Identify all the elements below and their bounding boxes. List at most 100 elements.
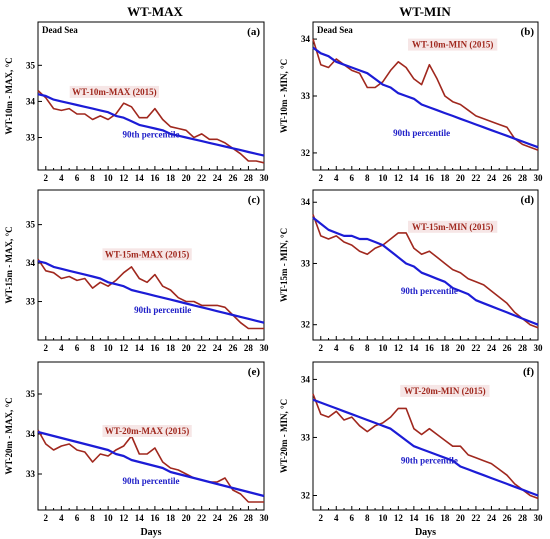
series-label-observed: WT-20m-MAX (2015) xyxy=(105,426,189,436)
x-tick-label: 24 xyxy=(213,513,223,523)
series-line-observed xyxy=(312,38,539,151)
series-line-percentile xyxy=(37,430,265,498)
x-tick-label: 10 xyxy=(104,343,114,353)
x-tick-label: 30 xyxy=(260,513,270,523)
x-tick-label: 24 xyxy=(487,513,497,523)
x-tick-label: 22 xyxy=(471,173,481,183)
x-tick-label: 22 xyxy=(471,513,481,523)
x-tick-label: 6 xyxy=(350,513,355,523)
series-label-bg xyxy=(102,425,192,437)
x-tick-label: 18 xyxy=(166,513,176,523)
panel-letter: (d) xyxy=(521,194,535,206)
x-tick-label: 12 xyxy=(119,343,129,353)
x-tick-label: 26 xyxy=(228,173,238,183)
plot-frame xyxy=(37,21,265,171)
x-tick-label: 2 xyxy=(319,343,324,353)
x-tick-label: 14 xyxy=(135,173,145,183)
x-tick-label: 28 xyxy=(518,343,528,353)
x-tick-label: 28 xyxy=(244,173,254,183)
y-tick-label: 35 xyxy=(26,220,36,230)
x-tick-label: 22 xyxy=(197,513,207,523)
x-tick-label: 10 xyxy=(104,173,114,183)
y-axis-label: WT-15m - MAX, °C xyxy=(4,226,14,303)
x-tick-label: 20 xyxy=(182,513,192,523)
x-tick-label: 4 xyxy=(59,513,64,523)
y-axis-label: WT-20m - MIN, °C xyxy=(279,399,289,473)
x-tick-label: 2 xyxy=(44,513,49,523)
x-tick-label: 2 xyxy=(319,173,324,183)
x-tick-label: 24 xyxy=(487,343,497,353)
series-line-observed xyxy=(37,90,265,164)
x-tick-label: 4 xyxy=(334,343,339,353)
x-tick-label: 14 xyxy=(409,513,419,523)
x-tick-label: 24 xyxy=(487,173,497,183)
x-tick-label: 24 xyxy=(213,173,223,183)
x-tick-label: 6 xyxy=(75,513,80,523)
x-tick-label: 14 xyxy=(135,343,145,353)
x-tick-label: 8 xyxy=(90,343,95,353)
series-label-bg xyxy=(400,384,490,397)
x-tick-label: 26 xyxy=(502,513,512,523)
y-tick-label: 34 xyxy=(301,197,311,207)
x-tick-label: 18 xyxy=(166,173,176,183)
series-label-bg xyxy=(408,220,498,233)
series-label-observed: WT-15m-MAX (2015) xyxy=(105,249,189,259)
x-tick-label: 16 xyxy=(150,173,160,183)
y-tick-label: 32 xyxy=(301,148,311,158)
x-tick-label: 8 xyxy=(90,513,95,523)
series-label-observed: WT-15m-MIN (2015) xyxy=(412,222,493,232)
series-label-bg xyxy=(408,38,498,51)
series-line-observed xyxy=(312,214,539,329)
site-label: Dead Sea xyxy=(317,25,353,35)
series-label-observed: WT-20m-MIN (2015) xyxy=(404,386,485,396)
y-tick-label: 35 xyxy=(26,60,36,70)
x-tick-label: 28 xyxy=(244,343,254,353)
series-label-bg xyxy=(69,85,160,98)
y-tick-label: 33 xyxy=(26,469,36,479)
x-tick-label: 20 xyxy=(456,173,466,183)
y-tick-label: 35 xyxy=(26,389,36,399)
series-line-observed xyxy=(312,393,539,500)
x-tick-label: 28 xyxy=(244,513,254,523)
x-tick-label: 6 xyxy=(350,173,355,183)
x-tick-label: 4 xyxy=(334,513,339,523)
x-tick-label: 18 xyxy=(440,343,450,353)
x-tick-label: 26 xyxy=(228,343,238,353)
x-tick-label: 18 xyxy=(440,513,450,523)
x-tick-label: 14 xyxy=(409,343,419,353)
y-tick-label: 34 xyxy=(26,96,36,106)
x-tick-label: 16 xyxy=(150,513,160,523)
y-tick-label: 33 xyxy=(301,258,311,268)
y-tick-label: 33 xyxy=(301,91,311,101)
panel-letter: (e) xyxy=(248,366,261,378)
y-axis-label: WT-10m - MAX, °C xyxy=(4,57,14,134)
y-tick-label: 32 xyxy=(301,320,311,330)
x-tick-label: 20 xyxy=(182,343,192,353)
x-tick-label: 22 xyxy=(471,343,481,353)
x-tick-label: 10 xyxy=(104,513,114,523)
x-tick-label: 12 xyxy=(119,173,129,183)
x-tick-label: 16 xyxy=(425,343,435,353)
y-tick-label: 33 xyxy=(26,297,36,307)
x-tick-label: 30 xyxy=(534,343,544,353)
x-tick-label: 20 xyxy=(182,173,192,183)
x-tick-label: 12 xyxy=(394,513,404,523)
x-tick-label: 10 xyxy=(378,173,388,183)
panel-letter: (b) xyxy=(521,26,535,38)
x-tick-label: 8 xyxy=(90,173,95,183)
x-tick-label: 10 xyxy=(378,513,388,523)
series-label-percentile: 90th percentile xyxy=(122,130,179,140)
x-axis-label: Days xyxy=(415,527,436,538)
series-line-percentile xyxy=(312,216,539,326)
series-line-observed xyxy=(37,258,264,330)
x-tick-label: 22 xyxy=(197,173,207,183)
col-title-max: WT-MAX xyxy=(127,4,183,19)
x-tick-label: 4 xyxy=(59,173,64,183)
x-tick-label: 14 xyxy=(409,173,419,183)
y-tick-label: 34 xyxy=(26,258,36,268)
